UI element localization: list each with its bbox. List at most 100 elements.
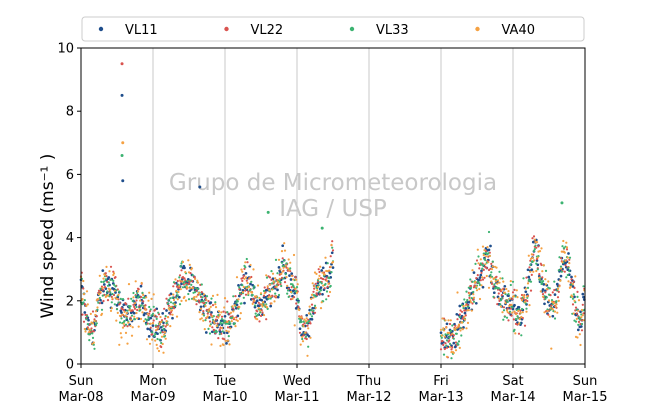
data-point xyxy=(256,310,259,313)
data-point xyxy=(271,282,274,285)
data-point xyxy=(216,293,219,296)
data-point xyxy=(223,297,227,300)
data-point xyxy=(325,279,329,282)
data-point xyxy=(307,334,311,338)
data-point xyxy=(232,316,236,320)
data-point xyxy=(109,265,113,268)
data-point xyxy=(546,309,549,313)
data-point xyxy=(554,305,557,308)
y-tick-label: 4 xyxy=(66,231,74,246)
data-point xyxy=(134,294,137,297)
data-point xyxy=(259,292,263,295)
data-point xyxy=(577,299,581,302)
data-point xyxy=(122,308,125,311)
data-point xyxy=(505,287,508,291)
data-point xyxy=(148,310,152,313)
data-point xyxy=(165,309,168,312)
data-point xyxy=(245,279,248,282)
data-point xyxy=(255,299,259,303)
data-point xyxy=(160,320,163,324)
data-point xyxy=(444,319,447,322)
data-point xyxy=(149,326,152,329)
data-point xyxy=(532,259,536,262)
data-point xyxy=(213,331,216,334)
data-point xyxy=(153,314,156,317)
data-point xyxy=(297,301,300,304)
data-point xyxy=(575,317,578,320)
data-point xyxy=(133,307,137,310)
data-point xyxy=(135,305,138,309)
data-point xyxy=(314,282,317,285)
data-point xyxy=(252,287,255,290)
data-point xyxy=(541,276,544,279)
data-point xyxy=(487,261,490,264)
data-point xyxy=(146,318,149,321)
data-point xyxy=(452,337,455,340)
data-point xyxy=(164,315,167,318)
x-tick-date: Mar-08 xyxy=(59,390,104,405)
data-point xyxy=(579,325,583,328)
data-point xyxy=(456,291,459,294)
legend-marker xyxy=(224,26,229,32)
data-point xyxy=(508,297,512,300)
data-point xyxy=(226,311,229,314)
data-point xyxy=(274,258,278,261)
data-point xyxy=(123,310,126,313)
data-point xyxy=(479,258,482,261)
data-point xyxy=(269,295,272,298)
data-point xyxy=(318,270,321,274)
data-point xyxy=(323,287,326,290)
data-point xyxy=(544,283,548,286)
data-point xyxy=(88,333,92,336)
data-point xyxy=(462,306,465,310)
data-point xyxy=(460,321,464,324)
data-point xyxy=(329,265,332,268)
data-point xyxy=(442,327,445,330)
data-point xyxy=(582,319,585,322)
data-point xyxy=(141,311,144,314)
data-point xyxy=(127,321,130,324)
data-point xyxy=(557,290,560,293)
data-point xyxy=(238,305,241,309)
data-point xyxy=(272,280,275,283)
data-point xyxy=(449,319,452,322)
data-point xyxy=(206,312,209,315)
data-point xyxy=(327,294,330,298)
data-point xyxy=(506,300,509,303)
data-point xyxy=(544,269,548,272)
data-point xyxy=(228,343,231,346)
data-point xyxy=(131,299,134,303)
data-point xyxy=(171,313,174,316)
data-point xyxy=(262,289,266,293)
data-point xyxy=(159,331,162,334)
data-point xyxy=(499,277,502,280)
data-point xyxy=(228,320,231,323)
data-point xyxy=(145,296,148,299)
data-point xyxy=(258,296,261,300)
data-point xyxy=(157,349,161,353)
data-point xyxy=(319,265,322,268)
data-point xyxy=(313,311,317,314)
data-point xyxy=(96,306,99,309)
data-point xyxy=(574,275,577,278)
data-point xyxy=(268,288,271,292)
data-point xyxy=(318,274,321,277)
data-point xyxy=(287,258,290,261)
y-tick-label: 10 xyxy=(57,42,74,57)
grid xyxy=(152,48,514,364)
data-point xyxy=(573,299,576,302)
data-point xyxy=(330,251,334,255)
data-point xyxy=(304,331,307,334)
data-point xyxy=(236,319,239,322)
data-point xyxy=(520,315,523,319)
data-point xyxy=(281,257,284,260)
data-point xyxy=(142,320,146,323)
data-point xyxy=(169,313,172,316)
data-point xyxy=(124,331,128,334)
data-point xyxy=(313,294,316,297)
data-point xyxy=(233,304,236,307)
data-point xyxy=(162,351,165,354)
data-point xyxy=(229,327,232,330)
data-point xyxy=(176,298,179,301)
data-point xyxy=(463,309,467,312)
